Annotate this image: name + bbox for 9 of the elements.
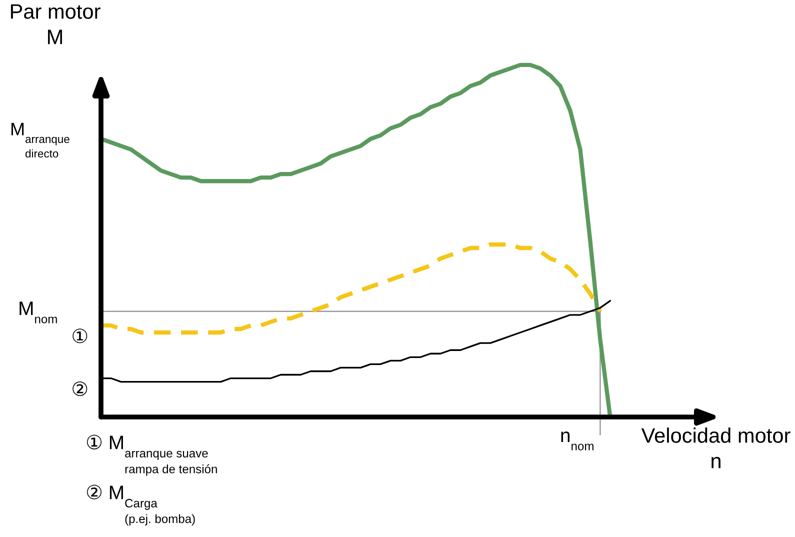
series-label: ① <box>72 328 88 344</box>
text: ① Marranque suave rampa de tensión <box>86 434 217 476</box>
series-label: ② <box>72 381 88 396</box>
y-axis-title: Par motor M <box>10 4 100 44</box>
x-axis-title: Velocidad motor n <box>641 428 790 468</box>
text: ② MCarga (p.ej. bomba) <box>86 484 195 526</box>
text: nnom <box>561 432 594 450</box>
series-label: Marranque directo <box>11 122 70 158</box>
ref-line-label: Mnom <box>20 302 57 324</box>
